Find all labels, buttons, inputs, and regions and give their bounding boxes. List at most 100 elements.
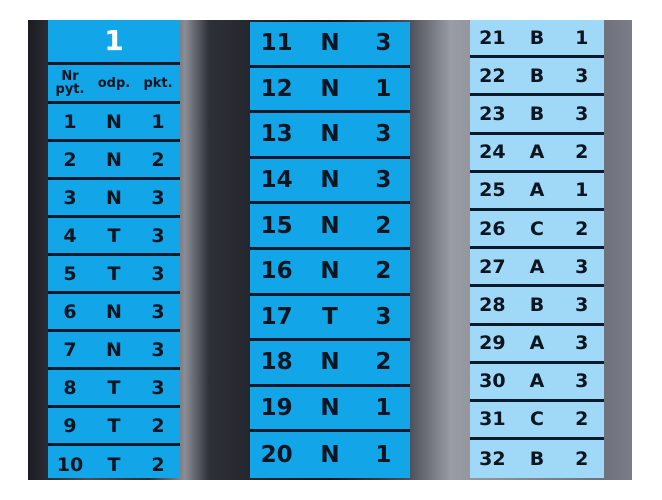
points: 3 <box>151 186 165 209</box>
points: 2 <box>151 454 165 476</box>
points: 2 <box>375 349 392 376</box>
question-number: 14 <box>260 167 293 194</box>
points: 3 <box>375 167 392 194</box>
table-row: 25 A 1 <box>470 173 604 211</box>
answer: A <box>529 141 545 164</box>
question-number: 27 <box>479 255 506 278</box>
header-row: Nr pyt. odp. pkt. <box>48 65 180 104</box>
question-number: 20 <box>260 442 293 469</box>
answer: N <box>320 212 340 239</box>
question-number: 2 <box>63 148 77 171</box>
table-row: 11 N 3 <box>250 22 410 68</box>
question-number: 26 <box>479 217 506 240</box>
answer: T <box>107 262 121 285</box>
answer: N <box>106 300 122 323</box>
question-number: 9 <box>63 414 77 437</box>
points: 2 <box>375 258 392 285</box>
points: 3 <box>575 255 589 278</box>
question-number: 6 <box>63 300 77 323</box>
table-row: 28 B 3 <box>470 287 604 326</box>
points: 1 <box>375 395 392 422</box>
answer: N <box>106 148 122 171</box>
table-row: 2 N 2 <box>48 142 180 180</box>
answer-table-middle: 11 N 3 12 N 1 13 N 3 14 N 3 15 N 2 16 N 2 17 T 3 18 N 2 19 N 1 20 N 1 <box>250 22 410 478</box>
points: 3 <box>375 30 392 57</box>
question-number: 29 <box>479 332 506 355</box>
table-row: 7 N 3 <box>48 332 180 370</box>
answer: T <box>322 303 338 330</box>
answer: C <box>530 408 544 431</box>
table-row: 9 T 2 <box>48 408 180 446</box>
question-number: 17 <box>260 303 293 330</box>
table-row: 23 B 3 <box>470 96 604 135</box>
question-number: 30 <box>479 370 506 393</box>
table-row: 10 T 2 <box>48 446 180 484</box>
points: 3 <box>575 293 589 316</box>
table-row: 15 N 2 <box>250 204 410 250</box>
answer: A <box>529 370 545 393</box>
question-number: 25 <box>479 179 506 202</box>
question-number: 5 <box>63 262 77 285</box>
answer-table-left: 1 Nr pyt. odp. pkt. 1 N 1 2 N 2 3 N 3 4 T 3 5 T 3 6 N 3 7 N… <box>48 20 180 478</box>
table-row: 18 N 2 <box>250 341 410 387</box>
points: 2 <box>575 217 589 240</box>
table-title: 1 <box>48 20 180 65</box>
answer: N <box>106 186 122 209</box>
points: 2 <box>151 148 165 171</box>
answer: N <box>320 258 340 285</box>
table-row: 1 N 1 <box>48 104 180 142</box>
answer-table-right: 21 B 1 22 B 3 23 B 3 24 A 2 25 A 1 26 C 2 27 A 3 28 B 3 29 A 3 30 A 3… <box>470 20 604 478</box>
question-number: 4 <box>63 224 77 247</box>
question-number: 19 <box>260 395 293 422</box>
header-points: pkt. <box>143 75 173 91</box>
answer: T <box>107 454 121 476</box>
points: 1 <box>375 442 392 469</box>
answer: B <box>529 293 545 316</box>
points: 3 <box>575 64 589 87</box>
question-number: 21 <box>479 26 506 49</box>
answer: T <box>107 224 121 247</box>
table-row: 19 N 1 <box>250 387 410 433</box>
points: 1 <box>375 75 392 102</box>
table-row: 5 T 3 <box>48 256 180 294</box>
answer: B <box>529 64 545 87</box>
answer: N <box>106 338 122 361</box>
points: 3 <box>151 376 165 399</box>
table-row: 8 T 3 <box>48 370 180 408</box>
points: 2 <box>151 414 165 437</box>
points: 2 <box>575 448 589 471</box>
question-number: 15 <box>260 212 293 239</box>
points: 3 <box>151 262 165 285</box>
header-answer: odp. <box>97 75 131 91</box>
question-number: 11 <box>260 30 293 57</box>
answer: A <box>529 332 545 355</box>
table-row: 14 N 3 <box>250 159 410 205</box>
question-number: 31 <box>479 408 506 431</box>
points: 3 <box>375 121 392 148</box>
points: 1 <box>151 110 165 133</box>
question-number: 16 <box>260 258 293 285</box>
table-row: 32 B 2 <box>470 440 604 478</box>
answer: T <box>107 414 121 437</box>
points: 3 <box>151 224 165 247</box>
answer: T <box>107 376 121 399</box>
question-number: 32 <box>479 448 506 471</box>
answer: N <box>320 121 340 148</box>
table-row: 24 A 2 <box>470 135 604 173</box>
question-number: 8 <box>63 376 77 399</box>
table-row: 16 N 2 <box>250 250 410 296</box>
question-number: 10 <box>56 454 84 476</box>
points: 3 <box>151 300 165 323</box>
answer: C <box>530 217 544 240</box>
answer: N <box>320 30 340 57</box>
table-row: 26 C 2 <box>470 211 604 250</box>
question-number: 13 <box>260 121 293 148</box>
points: 1 <box>575 179 589 202</box>
table-row: 29 A 3 <box>470 326 604 364</box>
answer: N <box>320 75 340 102</box>
question-number: 18 <box>260 349 293 376</box>
table-row: 13 N 3 <box>250 113 410 159</box>
points: 1 <box>575 26 589 49</box>
question-number: 22 <box>479 64 506 87</box>
table-row: 20 N 1 <box>250 432 410 478</box>
